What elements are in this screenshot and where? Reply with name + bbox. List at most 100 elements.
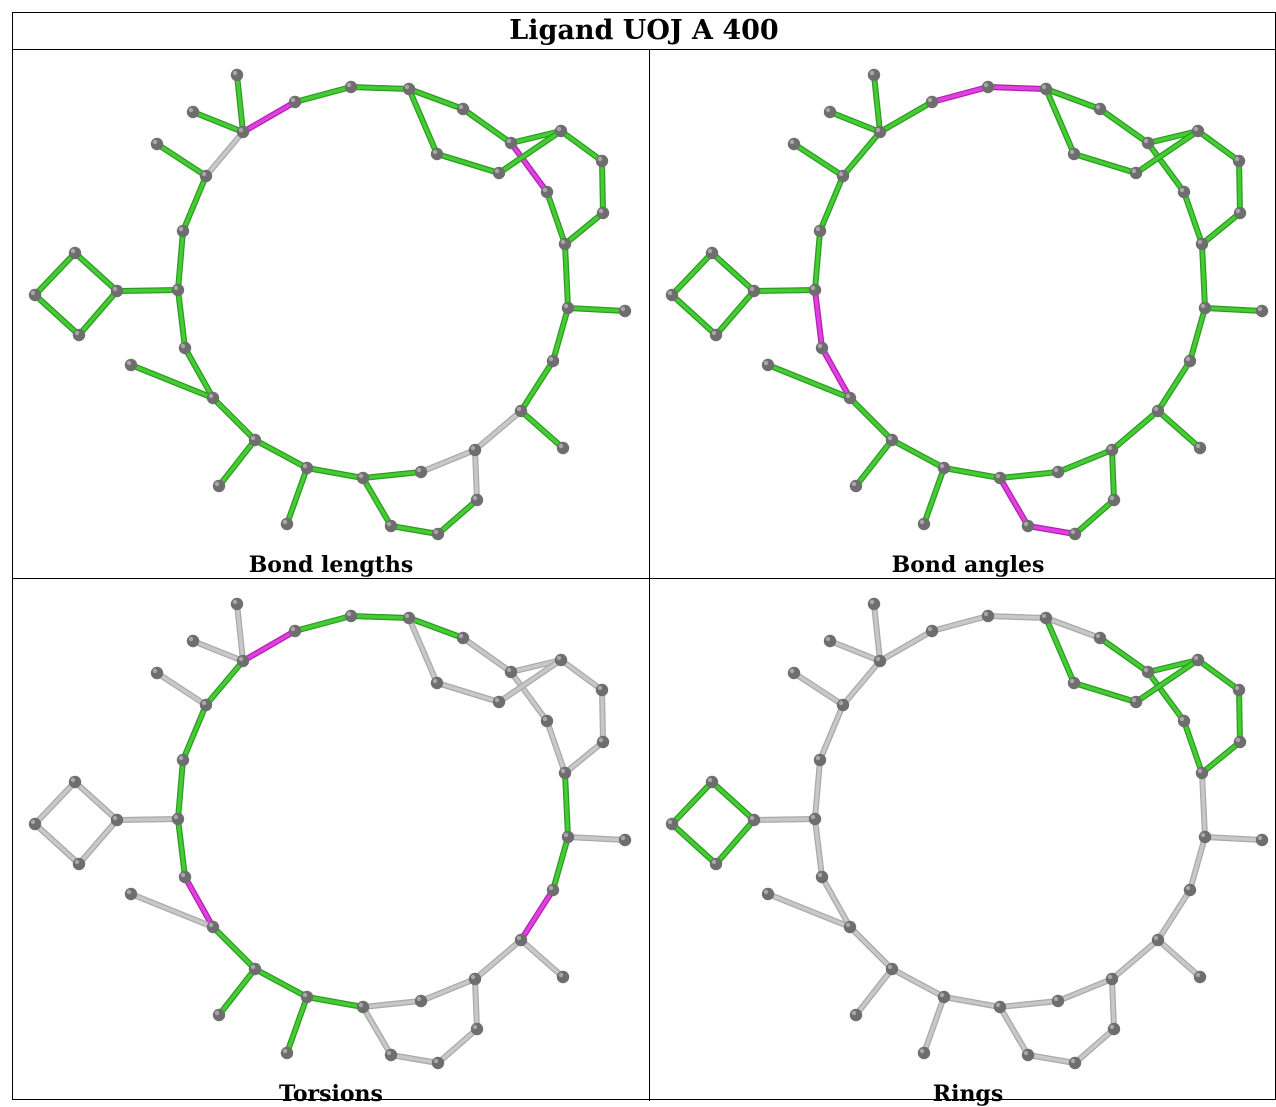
atom — [747, 813, 761, 827]
bond — [73, 251, 119, 293]
atom — [596, 735, 610, 749]
atom-highlight — [30, 290, 36, 296]
atom-highlight — [763, 889, 769, 895]
bond — [407, 616, 439, 685]
atom-highlight — [458, 633, 464, 639]
atom-highlight — [1200, 832, 1206, 838]
atom-highlight — [869, 599, 875, 605]
atom-highlight — [404, 84, 410, 90]
bond — [436, 498, 479, 536]
bond — [1072, 152, 1138, 175]
atom — [514, 404, 528, 418]
bond — [551, 835, 570, 892]
atom-highlight — [290, 97, 296, 103]
atom — [236, 125, 250, 139]
atom — [236, 654, 250, 668]
atom — [1193, 441, 1207, 455]
atom-highlight — [1023, 1050, 1029, 1056]
atom-highlight — [152, 668, 158, 674]
atom-highlight — [927, 97, 933, 103]
atom — [1255, 833, 1269, 847]
atom — [1067, 676, 1081, 690]
atom-highlight — [556, 655, 562, 661]
atom — [618, 304, 632, 318]
atom-highlight — [70, 248, 76, 254]
bond — [33, 822, 81, 866]
bond — [1110, 409, 1160, 452]
atom-highlight — [1257, 835, 1263, 841]
molecule-bond-lengths — [28, 68, 632, 541]
atom-highlight — [1153, 935, 1159, 941]
bond — [241, 100, 297, 134]
atom — [546, 883, 560, 897]
bond — [986, 85, 1048, 91]
atom — [1067, 147, 1081, 161]
atom-highlight — [346, 82, 352, 88]
atom — [1177, 714, 1191, 728]
bond — [1200, 771, 1207, 839]
atom-highlight — [597, 156, 603, 162]
atom-highlight — [939, 992, 945, 998]
atom — [815, 341, 829, 355]
bond — [942, 466, 1002, 480]
atom — [558, 237, 572, 251]
bond — [1203, 306, 1264, 313]
atom — [1129, 166, 1143, 180]
atom — [124, 887, 138, 901]
atom — [1093, 102, 1107, 116]
atom-highlight — [983, 611, 989, 617]
atom-highlight — [416, 996, 422, 1002]
bond — [1110, 977, 1116, 1031]
bond — [792, 142, 845, 178]
atom-highlight — [887, 435, 893, 441]
atom-highlight — [416, 467, 422, 473]
bond — [407, 87, 465, 111]
atom-highlight — [516, 935, 522, 941]
atom — [72, 328, 86, 342]
bond — [1200, 242, 1207, 310]
bond — [1188, 835, 1207, 892]
atom — [705, 775, 719, 789]
atom — [171, 283, 185, 297]
bond — [922, 995, 946, 1055]
atom — [993, 1000, 1007, 1014]
atom-highlight — [1179, 187, 1185, 193]
atom-highlight — [825, 107, 831, 113]
bond — [183, 346, 215, 400]
atom — [199, 169, 213, 183]
atom-highlight — [188, 107, 194, 113]
atom — [705, 246, 719, 260]
atom — [808, 283, 822, 297]
atom-highlight — [558, 443, 564, 449]
atom — [186, 105, 200, 119]
bond — [813, 229, 822, 292]
bond — [714, 289, 756, 337]
atom — [937, 461, 951, 475]
atom — [171, 812, 185, 826]
atom-highlight — [74, 859, 80, 865]
bond — [670, 293, 718, 337]
bond — [1203, 835, 1264, 842]
atom-highlight — [178, 755, 184, 761]
bond — [519, 938, 565, 979]
bond — [1110, 938, 1160, 981]
atom-highlight — [815, 755, 821, 761]
atom — [813, 753, 827, 767]
bond — [890, 967, 946, 999]
atom-highlight — [70, 777, 76, 783]
atom-highlight — [472, 1024, 478, 1030]
atom-highlight — [173, 814, 179, 820]
bond — [854, 967, 894, 1017]
atom-highlight — [560, 239, 566, 245]
atom-highlight — [763, 360, 769, 366]
atom-highlight — [126, 360, 132, 366]
bond — [361, 470, 423, 480]
bond — [419, 448, 477, 474]
molecule-rings — [665, 597, 1269, 1070]
atom-highlight — [875, 127, 881, 133]
bond — [1188, 306, 1207, 363]
atom-highlight — [152, 139, 158, 145]
atom — [556, 970, 570, 984]
bond — [752, 817, 817, 822]
atom — [561, 301, 575, 315]
